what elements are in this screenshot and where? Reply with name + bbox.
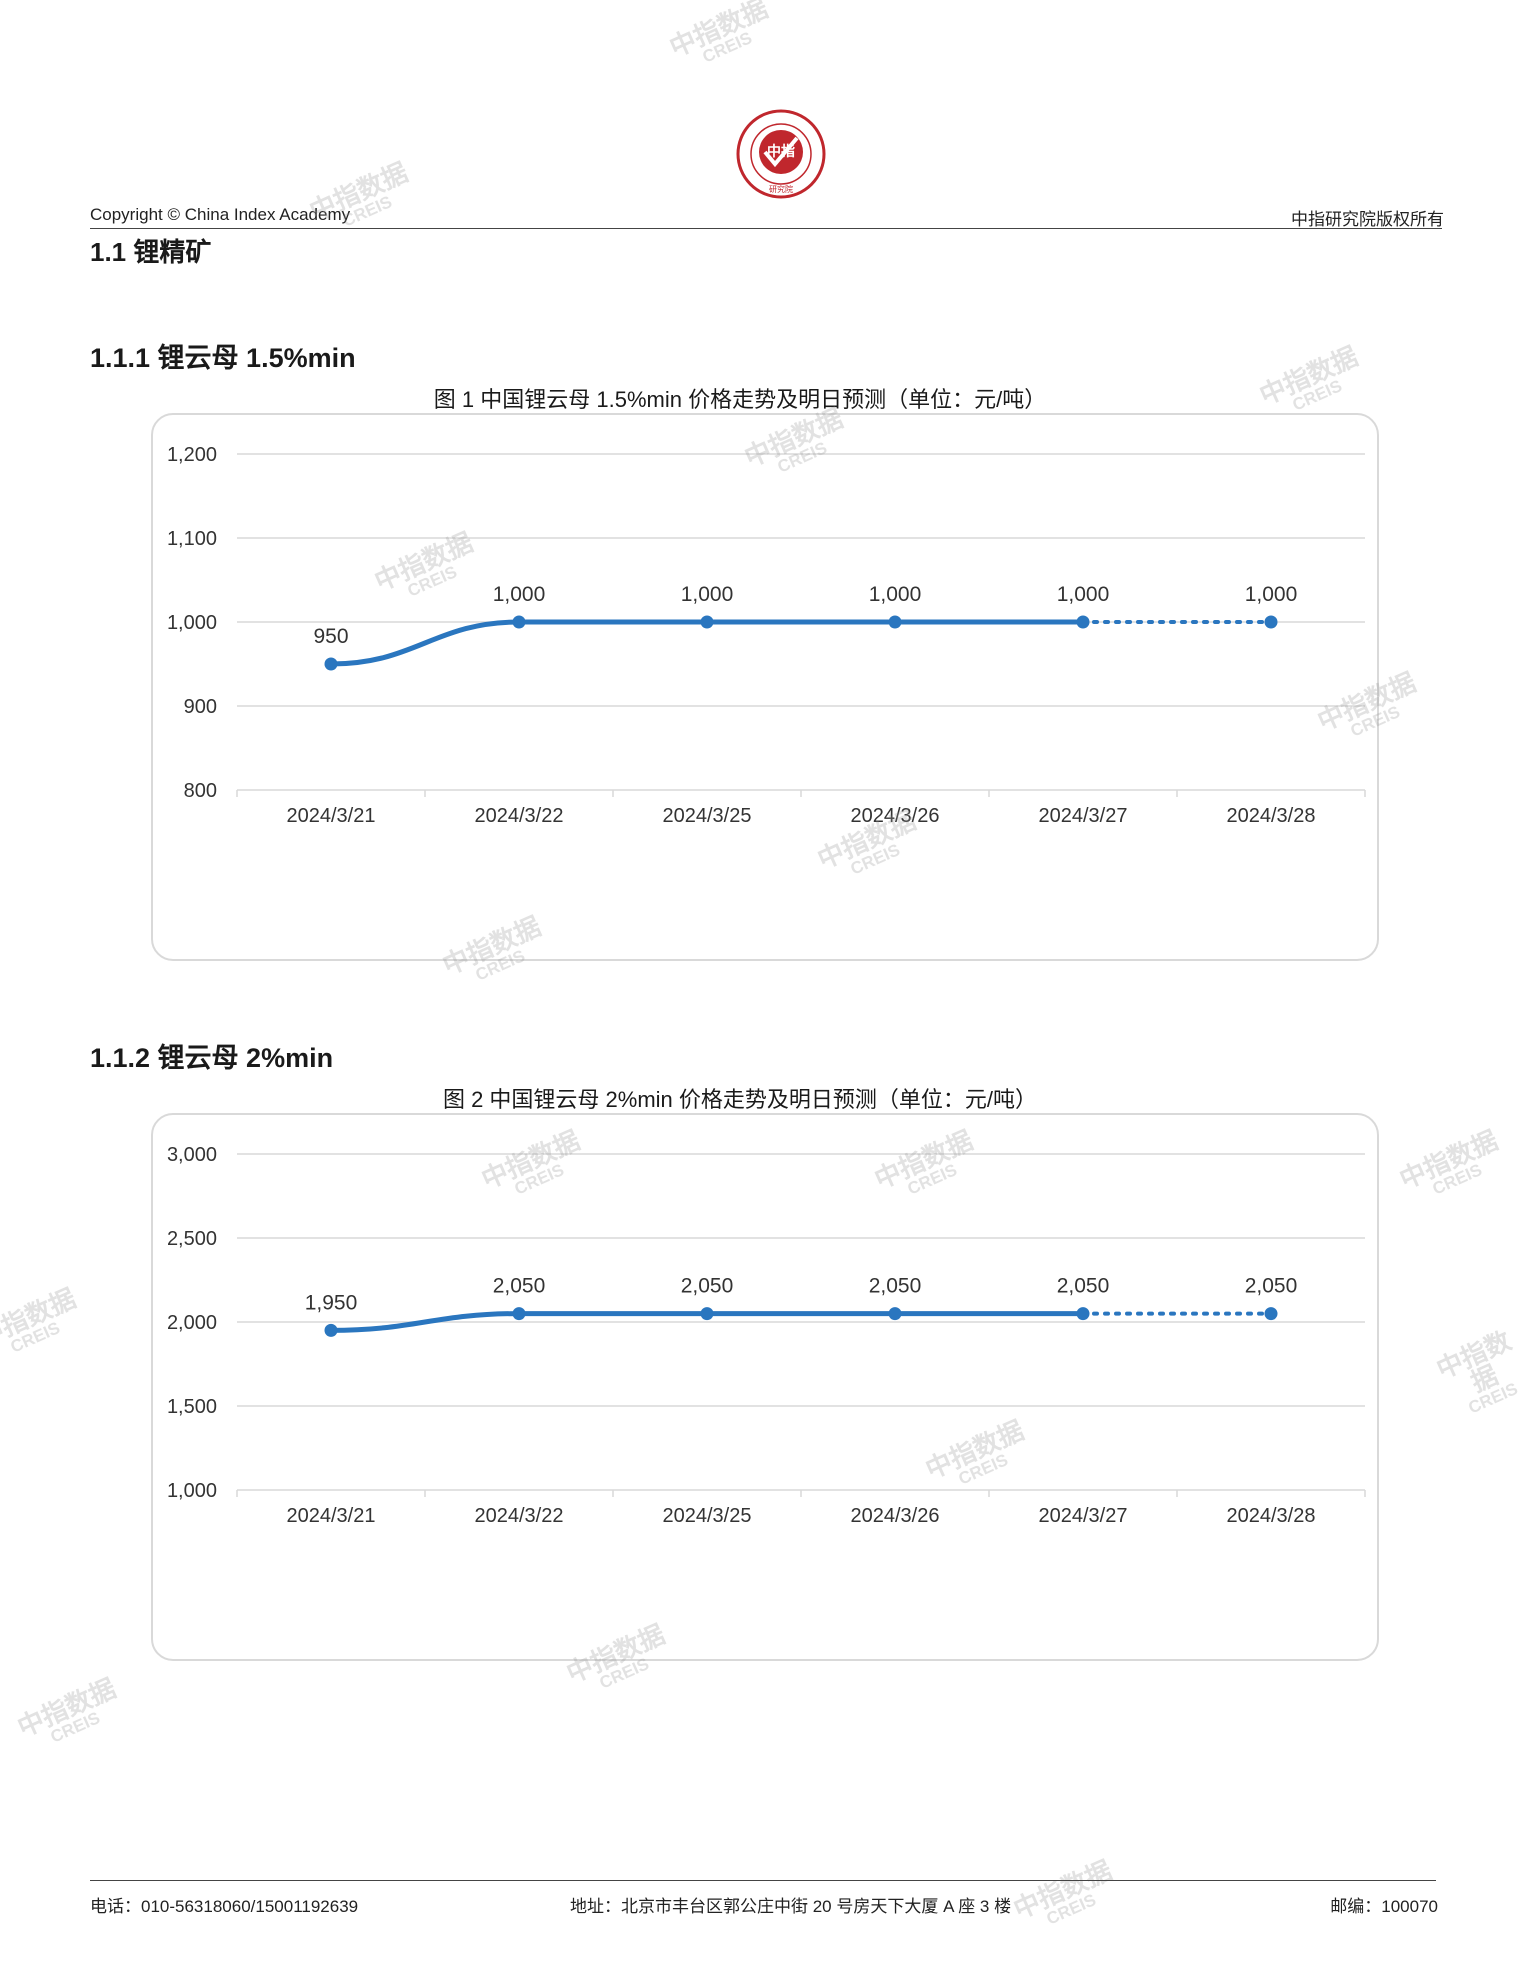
data-point	[512, 615, 526, 629]
x-tick-label: 2024/3/27	[1039, 1505, 1128, 1527]
chart-2-frame: 1,000 1,500 2,000 2,500 3,000 2024/3/21 2024/3…	[151, 1113, 1379, 1661]
data-label: 1,000	[681, 583, 734, 606]
y-tick-label: 2,500	[167, 1228, 217, 1250]
footer-divider	[90, 1880, 1436, 1881]
y-tick-label: 1,000	[167, 1480, 217, 1502]
x-tick-label: 2024/3/21	[287, 805, 376, 827]
footer-postcode: 邮编：100070	[1330, 1897, 1438, 1916]
data-label: 2,050	[869, 1275, 922, 1298]
x-tick-label: 2024/3/28	[1227, 805, 1316, 827]
data-label: 1,000	[493, 583, 546, 606]
y-tick-label: 1,100	[167, 528, 217, 550]
data-point	[700, 1307, 714, 1321]
y-tick-label: 1,500	[167, 1396, 217, 1418]
x-tick-label: 2024/3/25	[663, 805, 752, 827]
section-title: 1.1 锂精矿	[90, 237, 212, 267]
data-point	[1076, 1307, 1090, 1321]
watermark: 中指数据 CREIS	[12, 1672, 121, 1747]
data-point	[1076, 615, 1090, 629]
footer-phone: 电话：010-56318060/15001192639	[90, 1897, 359, 1916]
x-tick-label: 2024/3/27	[1039, 805, 1128, 827]
rights-text: 中指研究院版权所有	[1291, 210, 1444, 230]
data-label: 950	[313, 625, 348, 648]
data-label: 2,050	[1245, 1275, 1298, 1298]
watermark: 中指数据 CREIS	[1394, 1124, 1503, 1199]
chart-2-heading: 1.1.2 锂云母 2%min	[90, 1043, 334, 1073]
chart-2-plot: 1,000 1,500 2,000 2,500 3,000 2024/3/21 2024/3…	[167, 1144, 1366, 1527]
x-tick-label: 2024/3/26	[851, 1505, 940, 1527]
chart-1-heading: 1.1.1 锂云母 1.5%min	[90, 343, 356, 373]
x-tick-label: 2024/3/22	[475, 1505, 564, 1527]
y-tick-label: 1,000	[167, 612, 217, 634]
footer-address: 地址：北京市丰台区郭公庄中街 20 号房天下大厦 A 座 3 楼	[570, 1897, 1012, 1916]
copyright-text: Copyright © China Index Academy	[90, 205, 351, 224]
watermark: 中指数据 CREIS	[1432, 1325, 1521, 1418]
chart-1-plot: 800 900 1,000 1,100 1,200 2024/3/21 2024/3/22 2…	[167, 444, 1366, 827]
data-point	[700, 615, 714, 629]
x-tick-label: 2024/3/28	[1227, 1505, 1316, 1527]
data-point	[512, 1307, 526, 1321]
x-tick-label: 2024/3/22	[475, 805, 564, 827]
watermark: 中指数据 CREIS	[1008, 1854, 1117, 1929]
data-label: 1,950	[305, 1291, 358, 1314]
header-divider	[90, 228, 1442, 229]
y-tick-label: 2,000	[167, 1312, 217, 1334]
data-label: 2,050	[493, 1275, 546, 1298]
data-point	[1264, 1307, 1278, 1321]
y-tick-label: 800	[184, 780, 217, 802]
y-tick-label: 3,000	[167, 1144, 217, 1166]
data-point	[888, 1307, 902, 1321]
watermark: 中指数据 CREIS	[0, 1282, 81, 1357]
x-tick-label: 2024/3/21	[287, 1505, 376, 1527]
x-tick-label: 2024/3/25	[663, 1505, 752, 1527]
data-point	[888, 615, 902, 629]
data-point	[324, 657, 338, 671]
data-point	[324, 1323, 338, 1337]
x-tick-label: 2024/3/26	[851, 805, 940, 827]
data-label: 1,000	[1245, 583, 1298, 606]
chart-2-caption: 图 2 中国锂云母 2%min 价格走势及明日预测（单位：元/吨）	[442, 1087, 1038, 1112]
y-tick-label: 900	[184, 696, 217, 718]
logo-center-text: 中指	[767, 143, 795, 160]
data-point	[1264, 615, 1278, 629]
data-label: 2,050	[681, 1275, 734, 1298]
data-label: 1,000	[869, 583, 922, 606]
china-index-academy-logo: 中指 研究院	[735, 108, 827, 200]
watermark: 中指数据 CREIS	[664, 0, 773, 67]
chart-1-frame: 800 900 1,000 1,100 1,200 2024/3/21 2024/3/22 2…	[151, 413, 1379, 961]
y-tick-label: 1,200	[167, 444, 217, 466]
chart-1-caption: 图 1 中国锂云母 1.5%min 价格走势及明日预测（单位：元/吨）	[433, 387, 1047, 412]
data-label: 2,050	[1057, 1275, 1110, 1298]
logo-bottom-text: 研究院	[769, 184, 793, 194]
data-label: 1,000	[1057, 583, 1110, 606]
